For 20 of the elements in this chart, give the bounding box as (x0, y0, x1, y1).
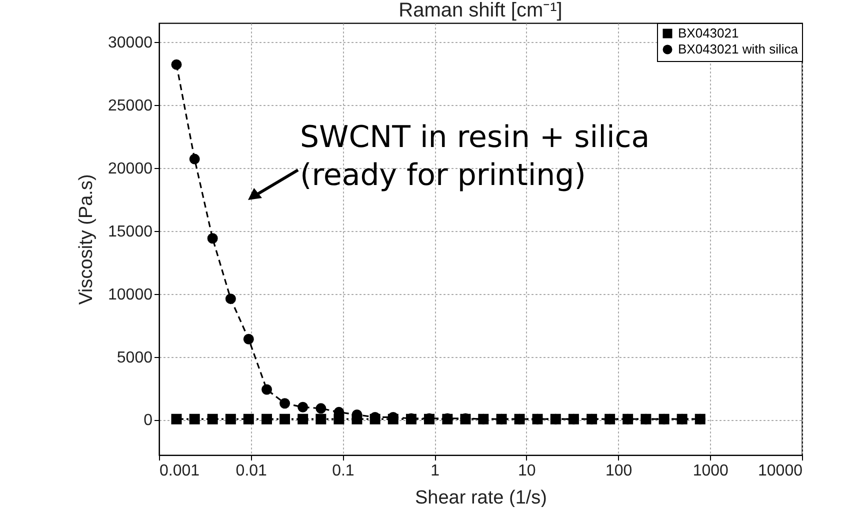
x-tick-label: 1000 (692, 462, 729, 480)
x-tick-label: 1 (430, 462, 440, 480)
y-axis-title: Viscosity (Pa.s) (76, 174, 98, 305)
y-tick-label: 10000 (108, 286, 153, 304)
y-tick-label: 5000 (116, 349, 153, 366)
legend-label: BX043021 with silica (678, 42, 799, 56)
y-tick-label: 20000 (108, 160, 153, 178)
x-tick-label: 10 (518, 462, 536, 480)
y-tick-label: 15000 (108, 223, 153, 240)
x-tick-label: 0.1 (332, 462, 354, 480)
annotation: SWCNT in resin + silica (ready for printing) (300, 120, 650, 193)
y-tick-label: 25000 (108, 97, 153, 114)
legend-label: BX043021 (678, 26, 739, 40)
chart-title: Raman shift [cm⁻¹] (398, 0, 562, 22)
x-tick-label: 10000 (758, 462, 803, 480)
x-tick-label: 100 (605, 462, 632, 480)
y-tick-label: 30000 (108, 34, 153, 52)
x-tick-label: 0.001 (160, 462, 200, 480)
y-tick-label: 0 (144, 412, 153, 430)
x-tick-label: 0.01 (236, 462, 268, 480)
